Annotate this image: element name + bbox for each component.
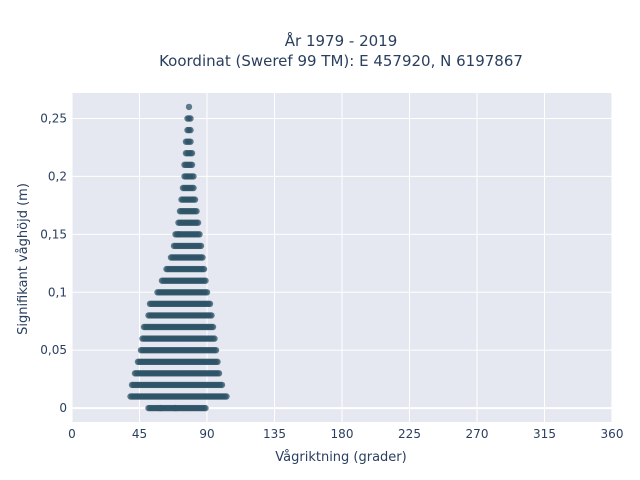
scatter-point	[223, 393, 230, 400]
y-tick-label: 0,1	[48, 285, 67, 299]
x-tick-label: 360	[601, 427, 624, 441]
scatter-point	[172, 404, 179, 412]
x-tick-label: 90	[199, 427, 214, 441]
scatter-point	[185, 103, 193, 111]
scatter-point	[194, 219, 202, 226]
x-tick-label: 225	[398, 427, 421, 441]
y-tick-label: 0	[59, 401, 67, 415]
scatter-point	[199, 254, 206, 261]
x-tick-label: 315	[533, 427, 556, 441]
scatter-point	[211, 335, 218, 342]
x-tick-labels: 0 45 90 135 180 225 270 315 360	[68, 427, 623, 441]
x-tick-label: 180	[331, 427, 354, 441]
scatter-point	[202, 277, 209, 284]
chart-title-line-1: År 1979 - 2019	[285, 31, 398, 50]
y-tick-label: 0,2	[48, 169, 67, 183]
scatter-point	[187, 138, 194, 145]
data-points	[127, 103, 230, 412]
x-tick-label: 270	[466, 427, 489, 441]
scatter-point	[218, 381, 226, 389]
x-axis-title: Vågriktning (grader)	[275, 450, 406, 465]
y-tick-label: 0,25	[40, 111, 67, 125]
chart-title-line-2: Koordinat (Sweref 99 TM): E 457920, N 61…	[159, 52, 523, 70]
y-tick-labels: 0 0,05 0,1 0,15 0,2 0,25	[40, 111, 67, 415]
scatter-point	[187, 126, 194, 134]
scatter-point	[200, 265, 208, 273]
scatter-point	[188, 150, 196, 157]
scatter-point	[209, 323, 217, 331]
y-tick-label: 0,15	[40, 227, 67, 241]
scatter-point	[215, 370, 223, 377]
scatter-point	[157, 404, 164, 412]
scatter-point	[212, 347, 220, 354]
scatter-point	[202, 404, 209, 412]
scatter-point	[187, 115, 194, 122]
scatter-point	[197, 242, 205, 250]
grid-lines	[71, 93, 613, 422]
y-tick-label: 0,05	[40, 343, 67, 357]
x-tick-label: 0	[68, 427, 76, 441]
scatter-point	[191, 196, 199, 203]
x-tick-label: 135	[263, 427, 286, 441]
scatter-point	[196, 231, 203, 238]
scatter-point	[203, 289, 211, 296]
scatter-point	[188, 161, 196, 168]
scatter-point	[193, 208, 200, 215]
scatter-point	[175, 231, 182, 238]
scatter-point	[190, 173, 197, 180]
scatter-point	[214, 358, 221, 365]
y-axis-title: Signifikant våghöjd (m)	[16, 183, 31, 335]
x-tick-label: 45	[132, 427, 147, 441]
scatter-point	[206, 300, 214, 307]
scatter-point	[190, 184, 197, 192]
scatter-point	[208, 312, 215, 319]
